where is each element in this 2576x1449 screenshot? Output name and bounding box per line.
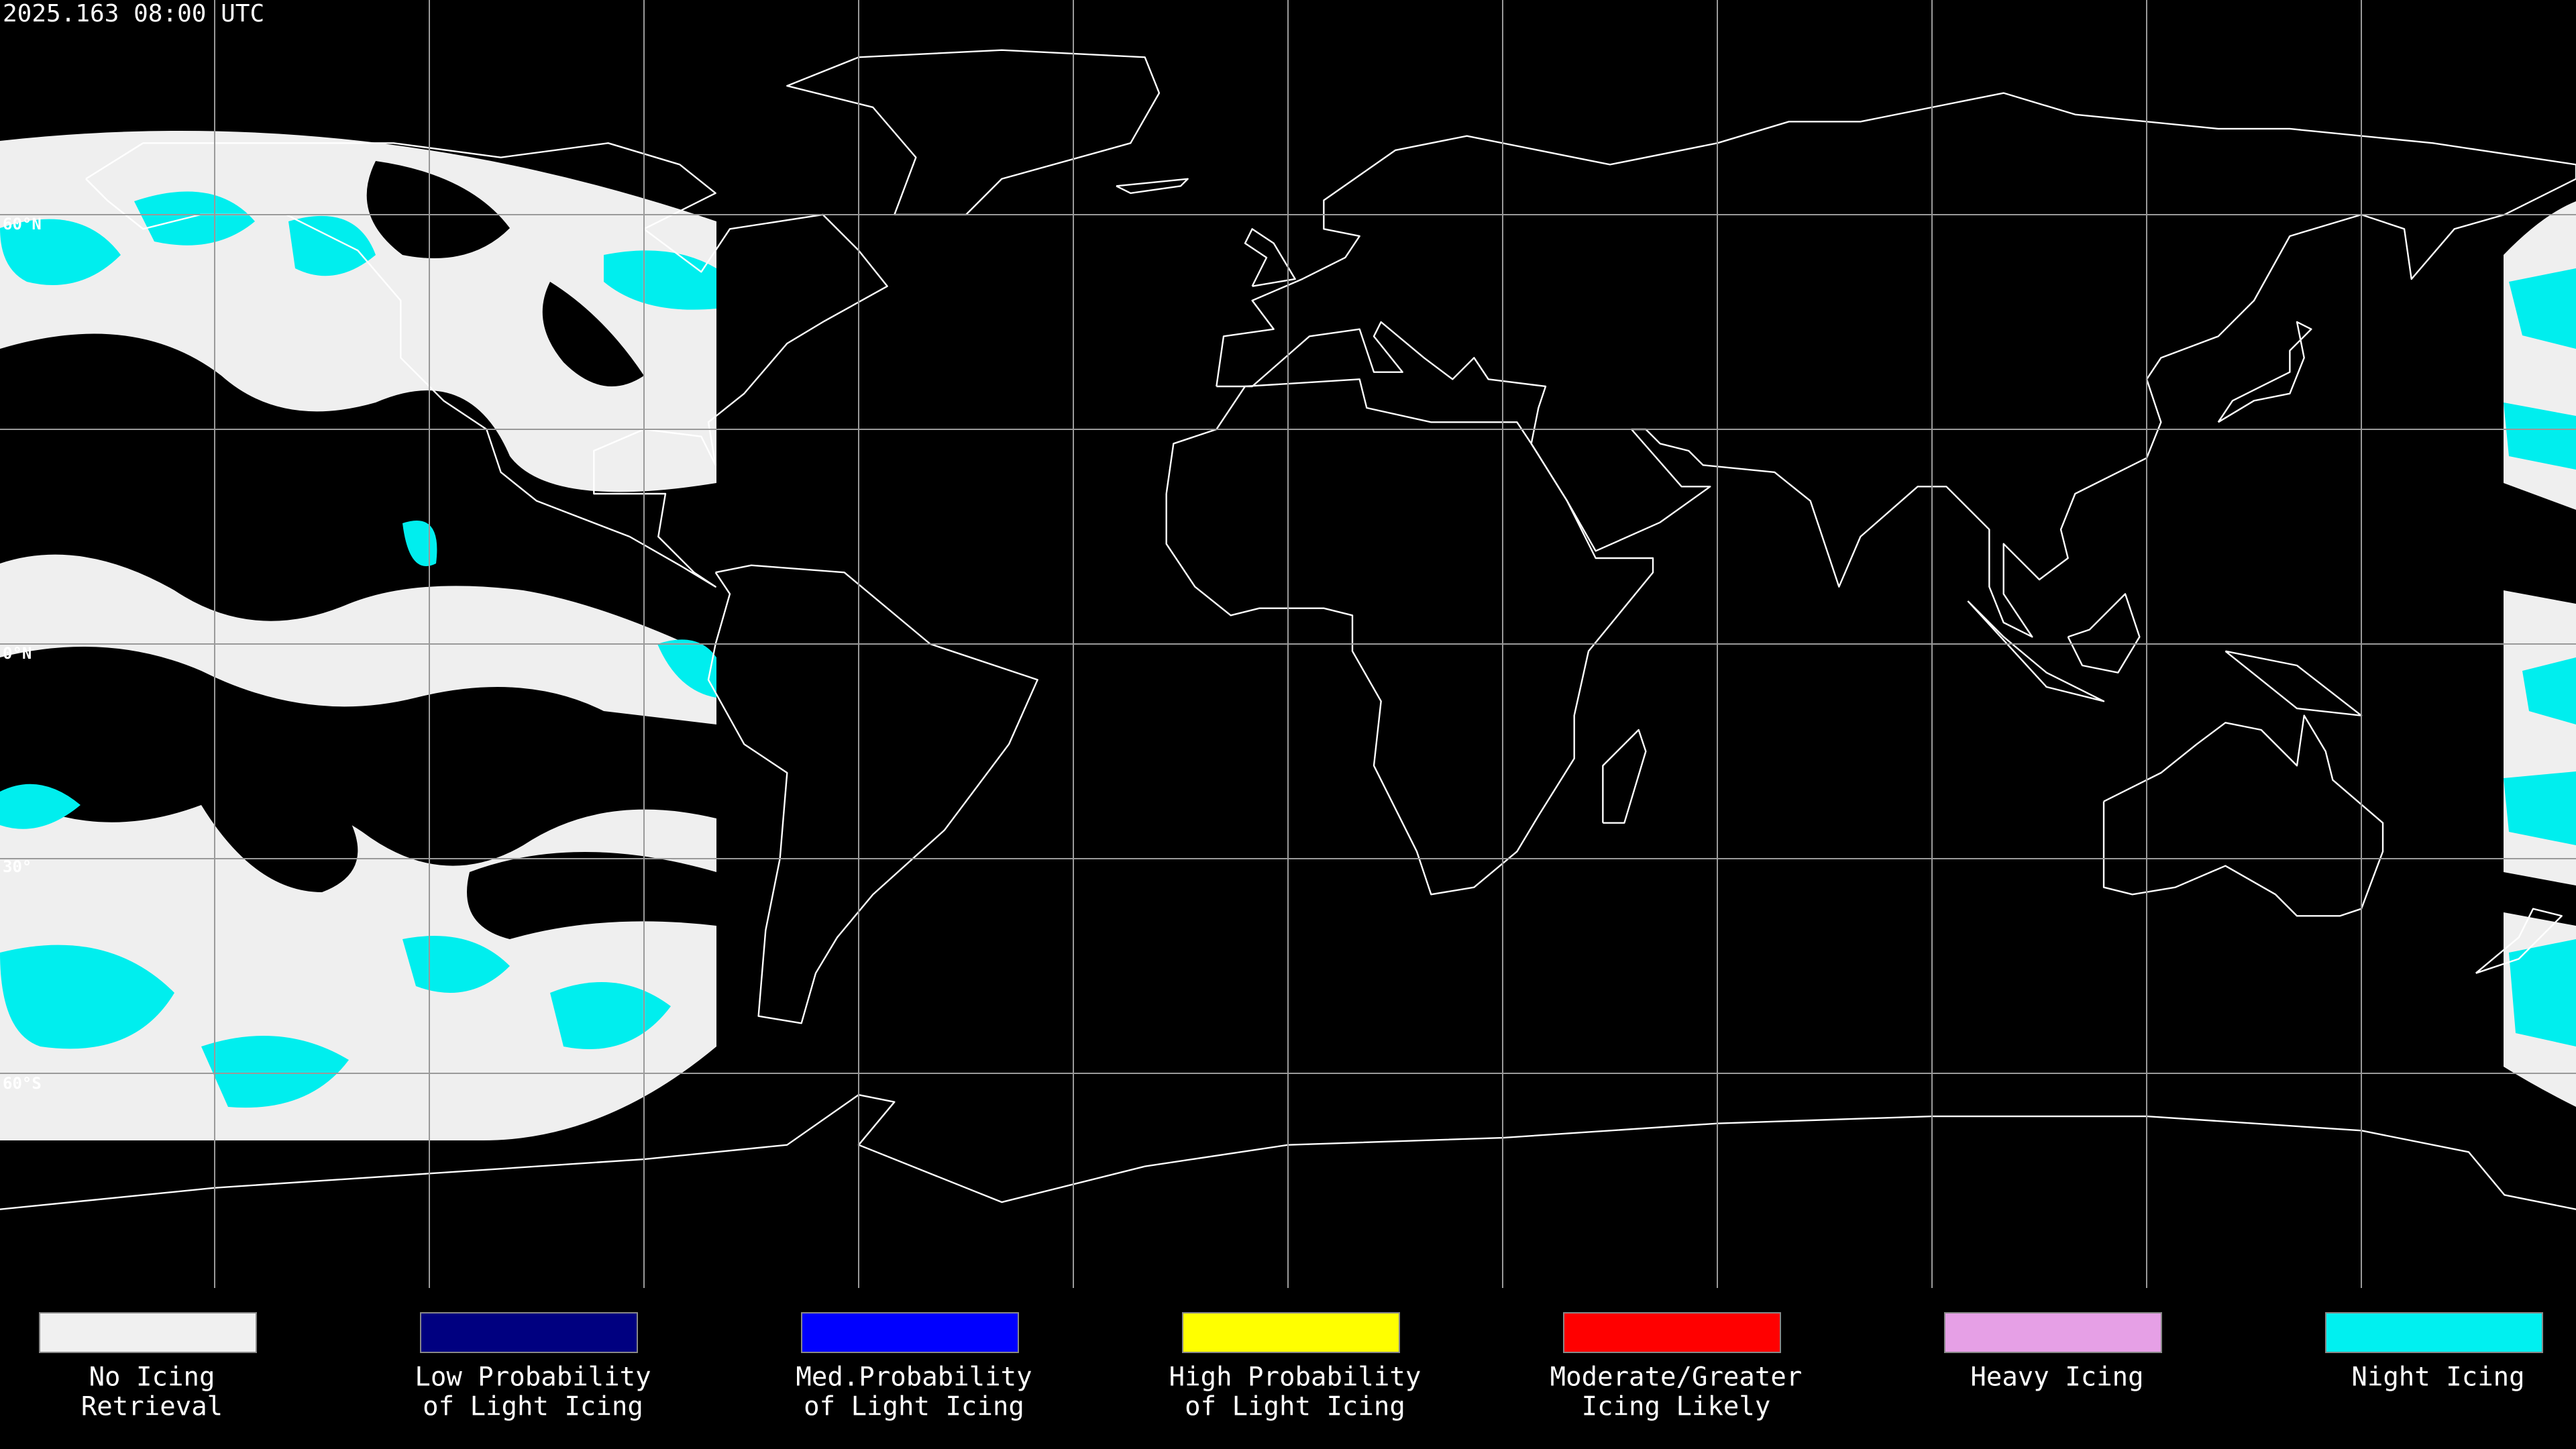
legend-label: of Light Icing xyxy=(423,1392,643,1422)
cloud-field-east xyxy=(2504,201,2576,1107)
timestamp: 2025.163 08:00 UTC xyxy=(3,0,264,28)
legend-swatch xyxy=(1944,1312,2162,1353)
legend-label: Retrieval xyxy=(81,1392,223,1422)
legend-label: of Light Icing xyxy=(804,1392,1024,1422)
latitude-label: 60°S xyxy=(3,1074,42,1093)
cloud-field-west xyxy=(0,131,716,1140)
legend-label: Low Probability xyxy=(415,1362,651,1393)
legend-label: of Light Icing xyxy=(1185,1392,1405,1422)
legend-label: Night Icing xyxy=(2351,1362,2524,1393)
graticule xyxy=(0,0,2576,1288)
legend-label: High Probability xyxy=(1169,1362,1421,1393)
legend-label: No Icing xyxy=(89,1362,215,1393)
latitude-label: 0°N xyxy=(3,644,32,663)
legend-swatch xyxy=(1563,1312,1781,1353)
legend-swatch xyxy=(1182,1312,1400,1353)
legend-swatch xyxy=(39,1312,257,1353)
latitude-labels: 60°N 0°N 30° 60°S xyxy=(3,215,42,1093)
legend-label: Med.Probability xyxy=(796,1362,1032,1393)
legend-label: Moderate/Greater xyxy=(1550,1362,1803,1393)
legend-swatch xyxy=(420,1312,638,1353)
latitude-label: 60°N xyxy=(3,215,42,233)
legend-swatch xyxy=(801,1312,1019,1353)
legend-swatch xyxy=(2325,1312,2543,1353)
legend-label: Heavy Icing xyxy=(1970,1362,2143,1393)
legend-label: Icing Likely xyxy=(1582,1392,1771,1422)
latitude-label: 30° xyxy=(3,857,32,876)
